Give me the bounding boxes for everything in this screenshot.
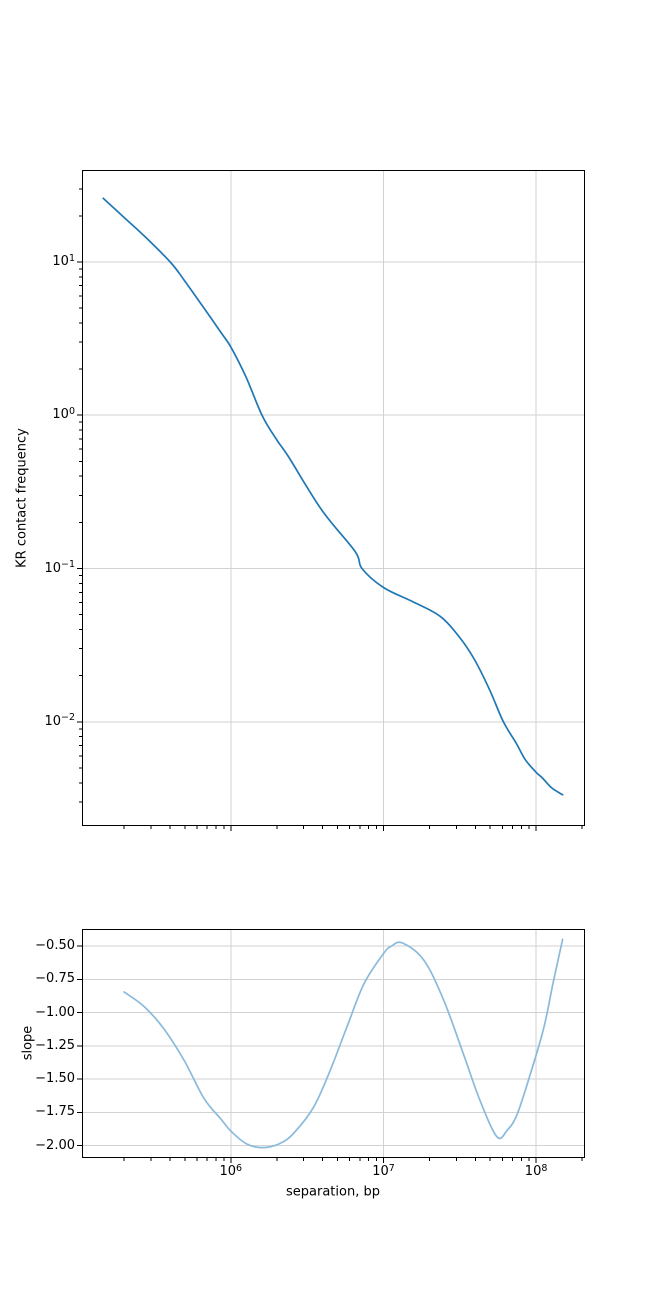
plot-canvas (77, 929, 585, 1163)
y-tick-label: −0.50 (35, 938, 75, 954)
top-y-axis-label: KR contact frequency (14, 428, 30, 568)
axes-spines (82, 929, 585, 1158)
y-tick-label: −0.75 (35, 971, 75, 987)
y-tick-label: −1.25 (35, 1038, 75, 1054)
y-tick-label: 101 (52, 252, 75, 270)
x-tick-label: 106 (219, 1162, 243, 1179)
y-tick-label: −1.00 (35, 1004, 75, 1020)
y-tick-label: 10−1 (44, 559, 75, 576)
axes-spines (82, 170, 585, 826)
top-plot-contact-frequency: 101 100 10−1 10−2 (44, 170, 585, 831)
y-tick-label: 100 (52, 405, 75, 423)
x-tick-label: 107 (372, 1162, 395, 1179)
x-tick-label: 108 (524, 1162, 548, 1179)
y-tick-label: −2.00 (35, 1137, 75, 1153)
curve-kr-contact-frequency (102, 197, 564, 796)
bottom-y-axis-label: slope (20, 1025, 36, 1061)
y-tick-label: 10−2 (44, 712, 75, 730)
x-axis-label: separation, bp (286, 1184, 380, 1200)
bottom-plot-slope: −0.50 −0.75 −1.00 −1.25 −1.50 −1.75 −2.00 106 10… (35, 929, 585, 1178)
y-tick-label: −1.75 (35, 1104, 75, 1120)
y-tick-label: −1.50 (35, 1071, 75, 1087)
curve-slope (123, 938, 564, 1149)
plot-canvas (77, 170, 585, 831)
